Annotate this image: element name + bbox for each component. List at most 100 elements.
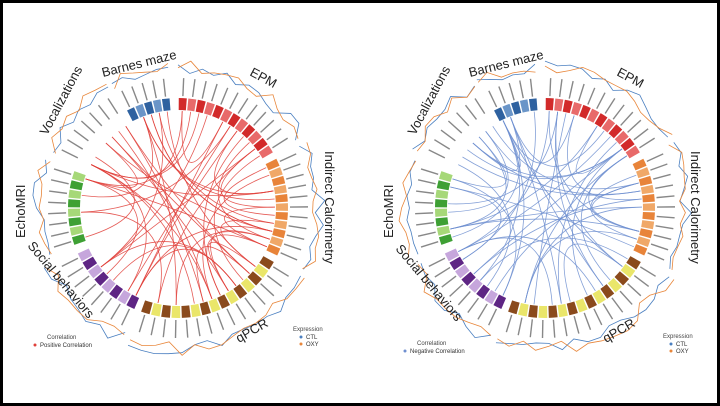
variable-label: [260, 283, 275, 297]
variable-tile: [71, 234, 86, 245]
variable-label: [162, 319, 167, 338]
variable-tile: [275, 193, 288, 203]
variable-tile: [545, 98, 554, 111]
correlation-chord: [524, 231, 637, 303]
correlation-chords: [448, 111, 642, 305]
correlation-chord: [557, 142, 617, 304]
correlation-chord: [91, 164, 147, 292]
variable-tile: [642, 193, 655, 203]
correlation-chord: [494, 182, 639, 292]
correlation-chord: [224, 206, 275, 248]
variable-label: [283, 163, 301, 171]
variable-tile: [519, 99, 530, 113]
correlation-chord: [590, 174, 637, 240]
ctl-expression-track: [127, 275, 301, 355]
ctl-expression-track: [544, 60, 669, 138]
variable-tile: [269, 167, 283, 179]
variable-tile: [161, 98, 171, 112]
oxy-expression-track: [417, 264, 492, 336]
variable-label: [110, 303, 121, 320]
circos-plot-positive-correlation: [32, 60, 326, 356]
variable-label: [280, 252, 298, 261]
variable-tile: [195, 99, 206, 114]
variable-tile: [68, 208, 81, 217]
variable-label: [50, 231, 69, 237]
correlation-chord: [575, 125, 623, 175]
ctl-expression-track: [53, 86, 109, 153]
variable-label: [508, 82, 515, 101]
correlation-chord: [473, 148, 623, 275]
correlation-chord: [462, 156, 641, 196]
oxy-expression-track: [497, 279, 675, 352]
variable-tile: [625, 145, 640, 159]
variable-label: [244, 297, 257, 313]
correlation-chord: [452, 136, 507, 188]
variable-tile: [275, 211, 288, 221]
variable-label: [260, 119, 275, 133]
variable-tile: [258, 145, 273, 159]
variable-label: [596, 92, 606, 109]
variable-label: [182, 78, 185, 97]
variable-label: [74, 275, 90, 288]
variable-label: [650, 243, 669, 251]
correlation-chord: [150, 114, 273, 232]
variable-label: [619, 290, 633, 305]
variable-tile: [220, 108, 233, 123]
label-qpcr: qPCR: [233, 315, 271, 345]
segment-epm: [544, 60, 673, 159]
segment-barnes-maze: [476, 63, 538, 122]
segment-qpcr: [495, 256, 675, 352]
variable-label: [456, 112, 470, 127]
segment-social-behaviors: [417, 248, 507, 339]
ctl-expression-track: [43, 267, 126, 339]
variable-tile: [508, 300, 520, 315]
variable-tile: [636, 236, 651, 248]
segment-indirect-calorimetry: [265, 142, 326, 270]
variable-tile: [438, 234, 453, 245]
variable-label: [252, 290, 266, 305]
variable-tile: [271, 175, 286, 187]
correlation-chord: [203, 136, 244, 296]
variable-tile: [638, 175, 653, 187]
variable-tile: [435, 217, 449, 227]
correlation-chord: [452, 178, 517, 296]
oxy-expression-track: [477, 70, 536, 83]
variable-label: [272, 266, 289, 277]
variable-tile: [241, 124, 256, 139]
variable-label: [289, 195, 308, 199]
ctl-expression-track: [299, 145, 326, 270]
legend-ctl-marker: [669, 342, 673, 346]
variable-label: [288, 225, 307, 230]
variable-tile: [502, 103, 514, 118]
label-barnes-maze: Barnes maze: [467, 47, 545, 80]
variable-label: [266, 128, 282, 141]
label-qpcr: qPCR: [600, 315, 638, 345]
variable-tile: [435, 208, 448, 217]
variable-label: [441, 275, 457, 288]
variable-label: [417, 231, 436, 237]
variable-tile: [247, 271, 263, 286]
variable-tile: [557, 303, 568, 318]
variable-tile: [640, 184, 654, 195]
variable-tile: [171, 305, 181, 318]
correlation-chord: [533, 113, 567, 305]
correlation-chord: [81, 211, 162, 303]
variable-tile: [518, 303, 529, 317]
correlation-chord: [91, 164, 274, 197]
correlation-chord: [480, 120, 520, 281]
segment-indirect-calorimetry: [632, 142, 692, 270]
correlation-chord: [458, 237, 553, 305]
expression-legend-title: Expression: [663, 334, 693, 340]
variable-label: [650, 163, 668, 171]
variable-label: [107, 98, 119, 114]
variable-tile: [620, 263, 636, 278]
variable-label: [457, 291, 471, 306]
variable-label: [558, 79, 563, 98]
variable-label: [578, 83, 585, 102]
variable-tile: [68, 189, 82, 199]
variable-label: [185, 319, 189, 338]
legend-negative-marker: [403, 349, 407, 353]
correlation-chord: [555, 111, 604, 287]
variable-label: [417, 179, 436, 185]
variable-tile: [642, 211, 655, 221]
